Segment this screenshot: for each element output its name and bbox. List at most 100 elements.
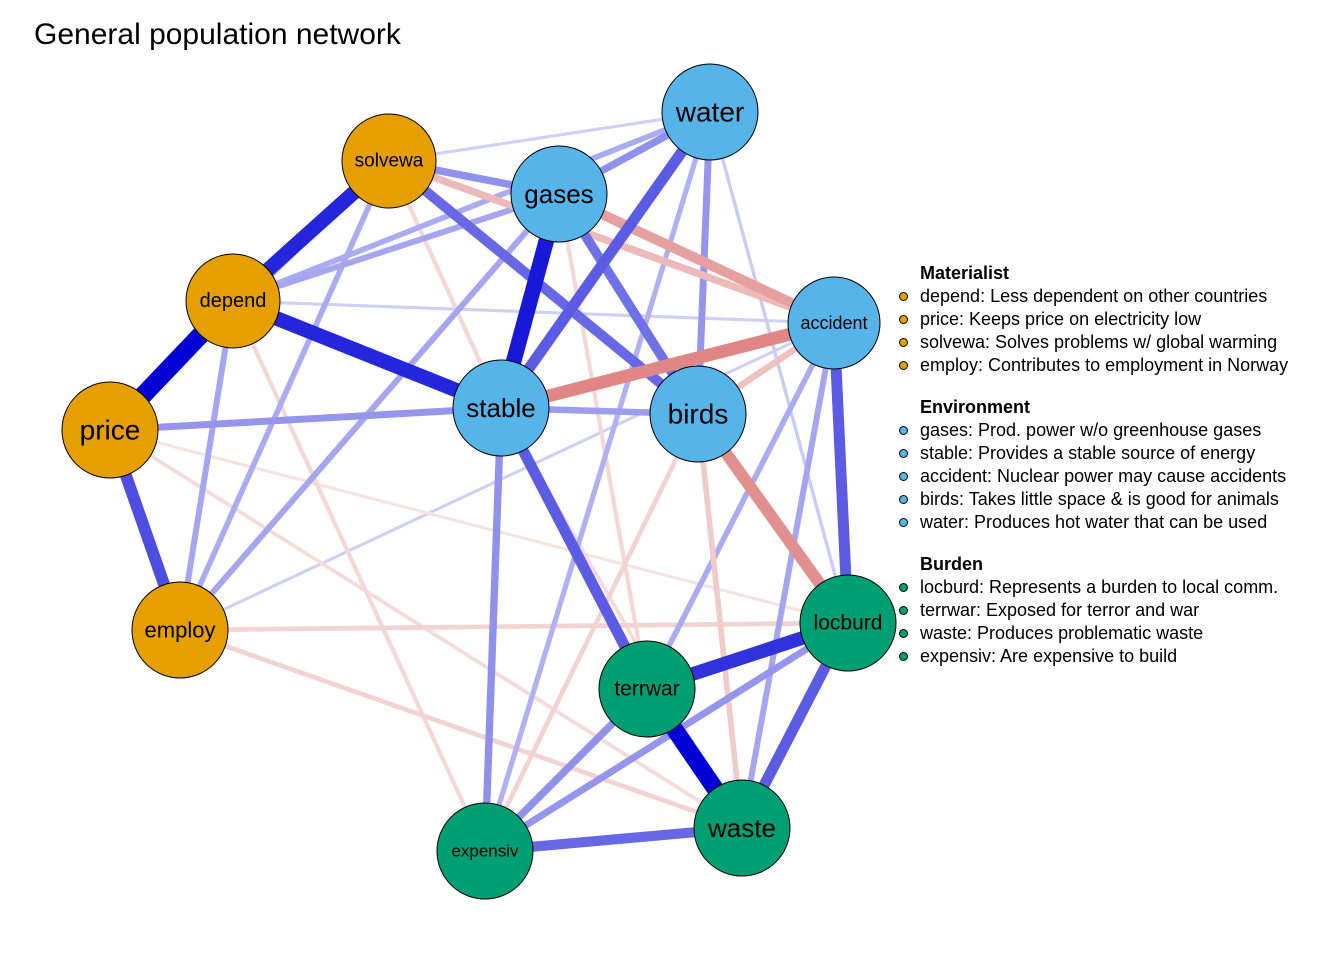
edge-birds-expensiv <box>482 412 701 853</box>
edge-layer <box>103 108 854 857</box>
edge-accident-waste <box>739 322 837 829</box>
node-gases-circle <box>510 145 608 243</box>
legend-dot-icon <box>899 449 908 458</box>
edge-price-locburd <box>109 428 849 625</box>
legend-group-title: Materialist <box>920 263 1010 283</box>
node-locburd-label: locburd <box>814 612 883 635</box>
edge-accident-locburd <box>828 322 854 624</box>
legend-dot-icon <box>899 315 908 324</box>
node-price: price <box>61 381 159 479</box>
legend-item: accident: Nuclear power may cause accide… <box>898 465 1288 488</box>
legend-dot-icon <box>899 292 908 301</box>
node-depend: depend <box>185 253 281 349</box>
legend-item-label: price: Keeps price on electricity low <box>920 309 1202 329</box>
node-gases: gases <box>510 145 608 243</box>
node-water: water <box>661 63 759 161</box>
node-employ-label: employ <box>145 618 216 643</box>
legend-item: water: Produces hot water that can be us… <box>898 511 1288 534</box>
node-expensiv-label: expensiv <box>451 842 519 861</box>
node-birds: birds <box>649 365 747 463</box>
edge-depend-employ <box>177 300 236 631</box>
node-stable: stable <box>452 359 550 457</box>
legend-dot-icon <box>899 495 908 504</box>
node-terrwar-label: terrwar <box>614 678 679 701</box>
legend-item-label: solvewa: Solves problems w/ global warmi… <box>920 332 1278 352</box>
node-depend-label: depend <box>200 290 267 312</box>
node-locburd-circle <box>799 574 897 672</box>
legend-dot-icon <box>899 606 908 615</box>
node-employ-circle <box>131 581 229 679</box>
legend-item: depend: Less dependent on other countrie… <box>898 285 1288 308</box>
node-stable-label: stable <box>466 393 535 423</box>
page-title: General population network <box>34 18 401 51</box>
node-accident-label: accident <box>800 313 867 333</box>
node-birds-circle <box>649 365 747 463</box>
edge-water-locburd <box>708 111 850 624</box>
legend-item-label: stable: Provides a stable source of ener… <box>920 443 1256 463</box>
node-waste-circle <box>693 779 791 877</box>
node-waste: waste <box>693 779 791 877</box>
node-terrwar-circle <box>598 640 696 738</box>
node-locburd: locburd <box>799 574 897 672</box>
node-terrwar: terrwar <box>598 640 696 738</box>
node-price-circle <box>61 381 159 479</box>
legend-group-title: Burden <box>920 554 983 574</box>
legend-item-label: gases: Prod. power w/o greenhouse gases <box>920 420 1262 440</box>
legend-dot-icon <box>899 652 908 661</box>
legend-group-title: Environment <box>920 397 1031 417</box>
edge-price-stable <box>109 404 502 434</box>
edge-water-stable <box>496 108 715 412</box>
edge-locburd-expensiv <box>483 620 850 854</box>
legend-item-label: locburd: Represents a burden to local co… <box>920 577 1279 597</box>
node-expensiv: expensiv <box>436 802 534 900</box>
legend-dot-icon <box>899 472 908 481</box>
legend-dot-icon <box>899 583 908 592</box>
legend-item: solvewa: Solves problems w/ global warmi… <box>898 331 1288 354</box>
node-gases-label: gases <box>524 179 593 209</box>
node-solvewa: solvewa <box>341 113 437 209</box>
edge-water-solvewa <box>388 110 711 163</box>
legend-item-label: terrwar: Exposed for terror and war <box>920 600 1200 620</box>
edge-employ-waste <box>179 627 743 831</box>
legend-item-label: employ: Contributes to employment in Nor… <box>920 355 1289 375</box>
legend-item-label: accident: Nuclear power may cause accide… <box>920 466 1287 486</box>
legend-item: price: Keeps price on electricity low <box>898 308 1288 331</box>
node-waste-label: waste <box>707 813 776 843</box>
legend-group-materialist: Materialist depend: Less dependent on oth… <box>898 262 1288 377</box>
legend-group-burden: Burden locburd: Represents a burden to lo… <box>898 553 1288 668</box>
node-expensiv-circle <box>436 802 534 900</box>
legend-item: birds: Takes little space & is good for … <box>898 488 1288 511</box>
node-accident-circle <box>787 276 881 370</box>
legend-item: stable: Provides a stable source of ener… <box>898 442 1288 465</box>
legend-item-label: birds: Takes little space & is good for … <box>920 489 1279 509</box>
legend-item: locburd: Represents a burden to local co… <box>898 576 1288 599</box>
legend: Materialist depend: Less dependent on oth… <box>898 262 1288 687</box>
node-water-circle <box>661 63 759 161</box>
legend-item-label: expensiv: Are expensive to build <box>920 646 1178 666</box>
edge-stable-accident <box>499 316 836 415</box>
edge-stable-expensiv <box>481 407 505 852</box>
edge-gases-terrwar <box>556 193 650 690</box>
legend-dot-icon <box>899 361 908 370</box>
legend-group-environment: Environment gases: Prod. power w/o greenh… <box>898 396 1288 534</box>
node-accident: accident <box>787 276 881 370</box>
edge-employ-locburd <box>179 620 849 633</box>
node-layer: water gases solvewa depend price employ stable… <box>61 63 897 900</box>
legend-dot-icon <box>899 629 908 638</box>
edge-gases-accident <box>556 189 837 328</box>
legend-dot-icon <box>899 426 908 435</box>
edge-water-depend <box>231 109 712 304</box>
edge-depend-expensiv <box>231 300 487 852</box>
node-stable-circle <box>452 359 550 457</box>
legend-item-label: water: Produces hot water that can be us… <box>920 512 1268 532</box>
node-birds-label: birds <box>668 399 729 430</box>
node-price-label: price <box>80 415 141 446</box>
edge-stable-terrwar <box>496 405 652 692</box>
node-solvewa-circle <box>341 113 437 209</box>
edge-solvewa-employ <box>177 159 392 632</box>
legend-item-label: waste: Produces problematic waste <box>920 623 1204 643</box>
legend-item: terrwar: Exposed for terror and war <box>898 599 1288 622</box>
legend-item: expensiv: Are expensive to build <box>898 645 1288 668</box>
legend-item-label: depend: Less dependent on other countrie… <box>920 286 1268 306</box>
